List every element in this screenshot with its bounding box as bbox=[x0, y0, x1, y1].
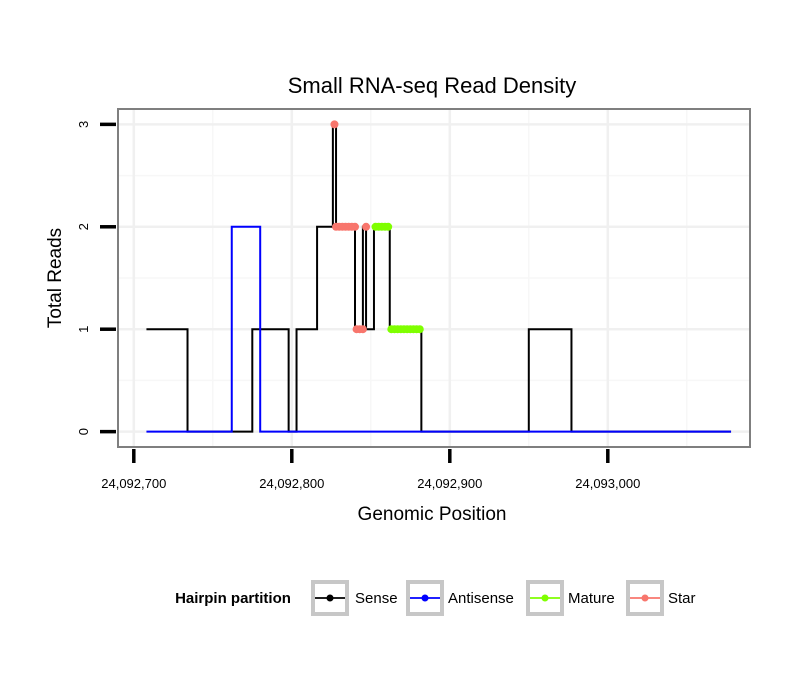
data-point-star bbox=[358, 325, 367, 334]
grid bbox=[118, 109, 750, 447]
data-point-star bbox=[330, 120, 339, 129]
legend: Hairpin partition Sense Antisense Mature… bbox=[175, 580, 696, 616]
legend-label-sense: Sense bbox=[355, 590, 398, 607]
plot-panel bbox=[117, 108, 751, 448]
data-point-mature bbox=[415, 325, 424, 334]
legend-label-mature: Mature bbox=[568, 590, 615, 607]
data-point-mature bbox=[384, 222, 393, 231]
legend-item-sense[interactable]: Sense bbox=[311, 580, 398, 616]
legend-key-mature-point bbox=[541, 594, 549, 602]
x-tick-label: 24,092,900 bbox=[417, 476, 482, 491]
y-tick-label: 1 bbox=[76, 326, 91, 333]
legend-key-sense-point bbox=[326, 594, 334, 602]
legend-label-star: Star bbox=[668, 590, 696, 607]
y-tick-label: 2 bbox=[76, 223, 91, 230]
x-axis-title: Genomic Position bbox=[358, 504, 507, 525]
chart-title: Small RNA-seq Read Density bbox=[288, 73, 577, 98]
series-layer bbox=[146, 120, 732, 433]
legend-title: Hairpin partition bbox=[175, 590, 291, 607]
legend-key-antisense-point bbox=[421, 594, 429, 602]
legend-key-star-point bbox=[641, 594, 649, 602]
legend-item-antisense[interactable]: Antisense bbox=[406, 580, 514, 616]
axes: 24,092,700 24,092,800 24,092,900 24,093,000… bbox=[76, 121, 640, 491]
series-line-antisense bbox=[146, 225, 732, 433]
legend-label-antisense: Antisense bbox=[448, 590, 514, 607]
legend-item-mature[interactable]: Mature bbox=[526, 580, 615, 616]
series-line-sense bbox=[146, 123, 732, 433]
y-tick-label: 3 bbox=[76, 121, 91, 128]
data-point-star bbox=[362, 222, 371, 231]
x-tick-label: 24,093,000 bbox=[575, 476, 640, 491]
data-point-star bbox=[351, 222, 359, 231]
x-tick-label: 24,092,700 bbox=[101, 476, 166, 491]
y-axis-title: Total Reads bbox=[45, 228, 66, 328]
legend-item-star[interactable]: Star bbox=[626, 580, 696, 616]
y-tick-label: 0 bbox=[76, 428, 91, 435]
x-tick-label: 24,092,800 bbox=[259, 476, 324, 491]
